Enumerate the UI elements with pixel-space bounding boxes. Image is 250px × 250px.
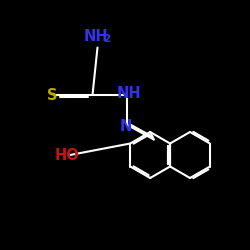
Text: HO: HO [55,148,80,162]
Text: 2: 2 [104,34,110,44]
Text: N: N [120,119,132,134]
Text: NH: NH [84,29,108,44]
Text: NH: NH [116,86,141,101]
Text: S: S [47,88,58,102]
